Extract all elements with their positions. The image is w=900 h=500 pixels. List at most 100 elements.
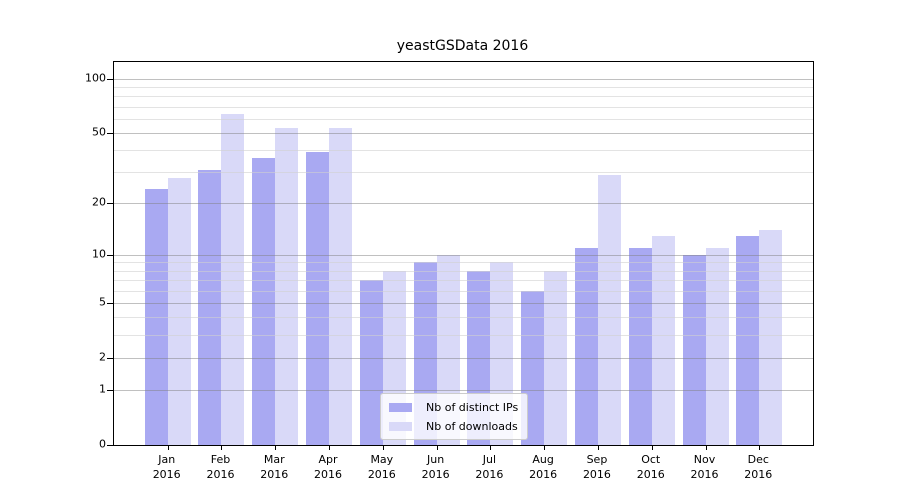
- x-tick-label-jan: Jan 2016: [140, 452, 194, 482]
- x-tick-label-aug: Aug 2016: [516, 452, 570, 482]
- y-tick-0: [107, 445, 113, 446]
- y-tick-label-5: 5: [99, 295, 106, 309]
- x-tick-month: Sep: [586, 453, 608, 466]
- x-tick-may: [382, 445, 384, 450]
- x-tick-month: Jan: [158, 453, 176, 466]
- y-tick-100: [107, 78, 113, 80]
- x-tick-mar: [275, 445, 277, 450]
- x-tick-month: Feb: [210, 453, 231, 466]
- major-gridline-5: [114, 302, 813, 304]
- major-gridline-20: [114, 203, 813, 205]
- x-tick-dec: [759, 445, 761, 450]
- minor-gridline-4: [114, 317, 813, 319]
- x-tick-label-mar: Mar 2016: [247, 452, 301, 482]
- x-tick-label-apr: Apr 2016: [301, 452, 355, 482]
- legend-item-downloads: Nb of downloads: [389, 419, 518, 433]
- bar-ips-sep: [574, 247, 598, 445]
- y-tick-1: [107, 389, 113, 391]
- bars-layer: [114, 62, 813, 445]
- x-tick-jun: [436, 445, 438, 450]
- x-tick-month: Aug: [532, 453, 554, 466]
- x-tick-year: 2016: [152, 468, 181, 481]
- x-tick-year: 2016: [744, 468, 773, 481]
- major-gridline-2: [114, 357, 813, 359]
- bar-ips-dec: [736, 235, 760, 445]
- x-tick-label-nov: Nov 2016: [678, 452, 732, 482]
- bar-ips-oct: [628, 247, 652, 445]
- x-tick-label-jul: Jul 2016: [462, 452, 516, 482]
- major-gridline-100: [114, 78, 813, 80]
- minor-gridline-6: [114, 290, 813, 292]
- x-tick-year: 2016: [529, 468, 558, 481]
- minor-gridline-3: [114, 334, 813, 336]
- y-tick-label-20: 20: [92, 195, 106, 209]
- bar-downloads-aug: [544, 270, 568, 445]
- chart-title: yeastGSData 2016: [396, 38, 529, 54]
- y-tick-label-50: 50: [92, 125, 106, 139]
- x-tick-month: Jun: [427, 453, 445, 466]
- major-gridline-1: [114, 389, 813, 391]
- x-tick-aug: [544, 445, 546, 450]
- bar-downloads-feb: [221, 113, 245, 445]
- bar-ips-feb: [198, 169, 222, 445]
- bar-downloads-jan: [167, 177, 191, 445]
- minor-gridline-70: [114, 106, 813, 108]
- x-tick-apr: [329, 445, 331, 450]
- y-tick-label-1: 1: [99, 382, 106, 396]
- y-tick-10: [107, 254, 113, 256]
- x-tick-jan: [167, 445, 169, 450]
- bar-ips-jan: [144, 189, 168, 445]
- plot-area: Nb of distinct IPs Nb of downloads: [107, 61, 814, 450]
- minor-gridline-7: [114, 279, 813, 281]
- x-tick-year: 2016: [314, 468, 343, 481]
- bar-ips-mar: [252, 158, 276, 445]
- y-tick-2: [107, 357, 113, 359]
- minor-gridline-8: [114, 270, 813, 272]
- y-tick-label-2: 2: [99, 350, 106, 364]
- x-tick-year: 2016: [582, 468, 611, 481]
- minor-gridline-9: [114, 262, 813, 264]
- x-tick-month: Jul: [482, 453, 497, 466]
- y-tick-20: [107, 203, 113, 205]
- x-tick-year: 2016: [421, 468, 450, 481]
- x-tick-label-oct: Oct 2016: [624, 452, 678, 482]
- bar-ips-nov: [682, 254, 706, 445]
- bar-downloads-dec: [759, 230, 783, 445]
- minor-gridline-30: [114, 172, 813, 174]
- x-tick-oct: [651, 445, 653, 450]
- x-tick-label-jun: Jun 2016: [409, 452, 463, 482]
- bar-downloads-mar: [275, 128, 299, 445]
- legend-item-distinct-ips: Nb of distinct IPs: [389, 400, 518, 414]
- minor-gridline-40: [114, 150, 813, 152]
- x-tick-year: 2016: [206, 468, 235, 481]
- x-tick-year: 2016: [636, 468, 665, 481]
- x-tick-sep: [597, 445, 599, 450]
- x-tick-year: 2016: [260, 468, 289, 481]
- legend-label-distinct-ips: Nb of distinct IPs: [426, 400, 519, 414]
- y-tick-label-10: 10: [92, 247, 106, 261]
- minor-gridline-80: [114, 96, 813, 98]
- x-tick-label-sep: Sep 2016: [570, 452, 624, 482]
- legend: Nb of distinct IPs Nb of downloads: [380, 393, 529, 440]
- x-tick-month: Dec: [747, 453, 769, 466]
- x-tick-month: Nov: [693, 453, 716, 466]
- bar-downloads-apr: [329, 128, 353, 445]
- x-tick-month: Apr: [318, 453, 338, 466]
- bar-downloads-nov: [705, 247, 729, 445]
- major-gridline-50: [114, 132, 813, 134]
- y-tick-5: [107, 302, 113, 304]
- x-tick-month: Oct: [641, 453, 661, 466]
- legend-swatch-distinct-ips: [389, 402, 412, 412]
- gridlines-layer: [114, 62, 813, 445]
- x-tick-month: Mar: [263, 453, 285, 466]
- ticks-layer: [107, 62, 813, 450]
- major-gridline-10: [114, 254, 813, 256]
- minor-gridline-60: [114, 118, 813, 120]
- x-tick-year: 2016: [475, 468, 504, 481]
- x-tick-label-dec: Dec 2016: [731, 452, 785, 482]
- x-tick-feb: [221, 445, 223, 450]
- x-tick-month: May: [370, 453, 394, 466]
- legend-label-downloads: Nb of downloads: [426, 419, 518, 433]
- x-tick-label-feb: Feb 2016: [193, 452, 247, 482]
- bar-ips-apr: [306, 152, 330, 445]
